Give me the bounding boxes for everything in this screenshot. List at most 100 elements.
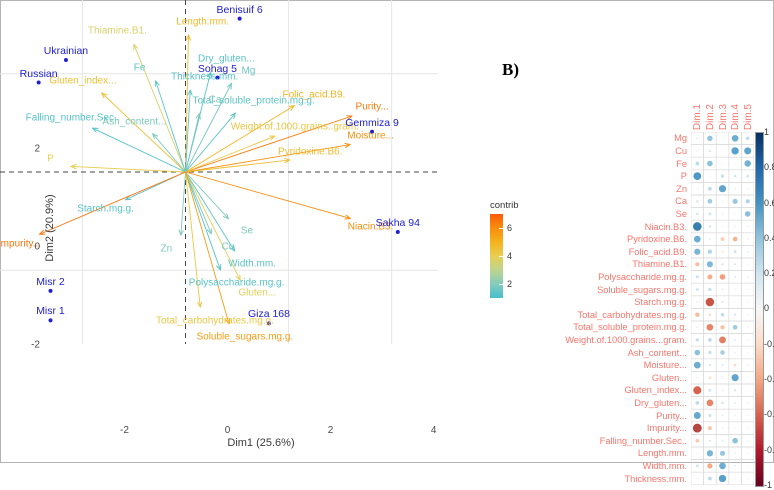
matrix-row-label: Dry_gluten... — [634, 397, 687, 408]
variable-label: Fe — [133, 62, 146, 74]
matrix-row-label: Cu — [675, 145, 687, 156]
individual-label: Misr 1 — [36, 305, 65, 318]
colorbar-tick-label: -0.8 — [764, 444, 774, 455]
y-axis-label: Dim2 (20.9%) — [44, 194, 56, 262]
variable-label: Soluble_sugars.mg.g. — [196, 331, 294, 343]
matrix-row-label: Width.mm. — [642, 460, 687, 471]
individual-label: Misr 2 — [36, 275, 65, 288]
matrix-row-label: Ash_content... — [627, 347, 687, 358]
matrix-row-label: Fe — [676, 158, 687, 169]
colorbar-tick-label: 0 — [764, 303, 770, 314]
colorbar-tick-label: 0.2 — [764, 268, 774, 279]
pca-biplot: Thiamine.B1. Length.mm. Fe Dry_gluten... Mg G… — [0, 0, 774, 463]
matrix-column-header: Dim.2 — [704, 103, 716, 130]
matrix-row-label: Soluble_sugars.mg.g. — [597, 284, 687, 295]
matrix-row-label: Gluten... — [651, 372, 687, 383]
matrix-row-label: Starch.mg.g. — [634, 297, 687, 308]
x-axis-ticks: -2 0 2 4 — [42, 421, 480, 437]
matrix-row-label: Moisture... — [643, 360, 687, 371]
individual-label: Giza 168 — [247, 308, 290, 321]
y-axis-ticks: 2 0 -2 — [10, 75, 40, 419]
legend-colorbar: 6 4 2 — [490, 214, 512, 298]
individual-label: Ukrainian — [43, 44, 89, 57]
matrix-row-label: Total_soluble_protein.mg.g. — [573, 322, 687, 333]
matrix-row-label: Pyridoxine.B6. — [627, 234, 687, 245]
colorbar-tick-label: -0.4 — [764, 373, 774, 384]
colorbar-tick-label: -0.2 — [764, 338, 774, 349]
matrix-column-header: Dim.5 — [742, 103, 754, 130]
x-tick-label: 4 — [430, 425, 437, 436]
individual-label: Russian — [19, 67, 58, 80]
variable-label: Zn — [160, 243, 173, 255]
variable-label: Purity... — [355, 101, 389, 113]
matrix-row-label: Folic_acid.B9. — [628, 246, 687, 257]
matrix-column-header: Dim.3 — [717, 103, 729, 130]
x-tick-label: 2 — [327, 425, 334, 436]
variable-label: Pyridoxine.B6. — [278, 146, 343, 158]
matrix-row-label: Polysaccharide.mg.g. — [598, 271, 687, 282]
variable-label: Niacin.B3. — [347, 221, 394, 233]
matrix-row-label: Length.mm. — [637, 448, 687, 459]
matrix-row-label: Thiamine.B1. — [632, 259, 687, 270]
variable-label: Cu — [221, 241, 235, 253]
legend-tick-mark — [499, 228, 503, 229]
legend-title: contrib — [490, 200, 519, 211]
matrix-row-label: Mg — [674, 133, 687, 144]
matrix-column-headers: Dim.1 Dim.2 Dim.3 Dim.4 Dim.5 — [560, 36, 774, 132]
matrix-row-label: Purity... — [656, 410, 687, 421]
variable-label: Impurity... — [0, 238, 42, 250]
variable-label: Total_carbohydrates.mg.g. — [156, 315, 274, 327]
legend-tick-label: 2 — [507, 279, 513, 289]
matrix-row-label: Zn — [676, 183, 687, 194]
legend-tick-label: 4 — [507, 251, 513, 261]
individual-label: Sakha 94 — [375, 216, 420, 229]
variable-label: Folic_acid.B9. — [282, 89, 346, 101]
variable-label: Mg — [241, 65, 256, 77]
matrix-row-label: Falling_number.Sec.. — [599, 435, 687, 446]
variable-label: Dry_gluten... — [197, 53, 255, 65]
legend-tick-mark — [499, 256, 503, 257]
matrix-row-label: Niacin.B3. — [644, 221, 687, 232]
y-tick-label: -2 — [31, 339, 40, 351]
variable-label: Gluten_index... — [49, 75, 117, 87]
variable-label: Se — [240, 225, 254, 237]
y-tick-label: 0 — [34, 241, 40, 253]
matrix-row-label: Thickness.mm. — [624, 473, 687, 484]
biplot-canvas — [0, 0, 438, 344]
variable-label: Weight.of.1000.grains..gram. — [230, 121, 359, 133]
variable-label: Ash_content... — [102, 116, 167, 128]
correlation-colorbar — [755, 132, 764, 487]
colorbar-tick-label: -1 — [764, 479, 773, 490]
variable-label: P — [47, 153, 54, 165]
colorbar-tick-label: 0.8 — [764, 162, 774, 173]
matrix-row-label: Gluten_index... — [624, 385, 687, 396]
x-tick-label: -2 — [119, 425, 129, 436]
variable-label: Ca — [208, 94, 222, 106]
variable-label: Thickness.mm. — [171, 71, 239, 83]
legend-tick-mark — [499, 284, 503, 285]
matrix-row-label: P — [680, 171, 687, 182]
x-tick-label: 0 — [224, 425, 231, 436]
variable-label: Length.mm. — [176, 16, 229, 27]
legend-tick-label: 6 — [507, 223, 513, 233]
individual-label: Gemmiza 9 — [345, 116, 399, 129]
matrix-row-label: Se — [675, 208, 687, 219]
panel-b-letter: B) — [502, 60, 519, 79]
variable-label: Gluten... — [238, 287, 277, 299]
matrix-grid — [691, 132, 754, 485]
individual-label: Benisuif 6 — [216, 3, 263, 16]
contrib-legend: contrib 6 4 2 — [490, 200, 519, 298]
correlation-matrix: Dim.1 Dim.2 Dim.3 Dim.4 Dim.5 Mg Cu Fe P Zn Ca Se N… — [560, 36, 774, 490]
variable-label: Thiamine.B1. — [87, 25, 147, 37]
matrix-row-label: Weight.of.1000.grains...gram. — [565, 334, 687, 345]
variable-label: Width.mm. — [228, 258, 276, 270]
matrix-column-header: Dim.1 — [692, 103, 704, 130]
variable-label: Moisture... — [347, 130, 394, 142]
colorbar-tick-label: 0.6 — [764, 197, 774, 208]
variable-label: Total_soluble_protein.mg.g. — [192, 95, 315, 107]
matrix-row-label: Total_carbohydrates.mg.g. — [577, 309, 687, 320]
matrix-row-label: Impurity... — [646, 423, 687, 434]
matrix-row-label: Ca — [675, 196, 687, 207]
individual-label: Sohag 5 — [197, 62, 238, 75]
colorbar-tick-label: -0.6 — [764, 409, 774, 420]
